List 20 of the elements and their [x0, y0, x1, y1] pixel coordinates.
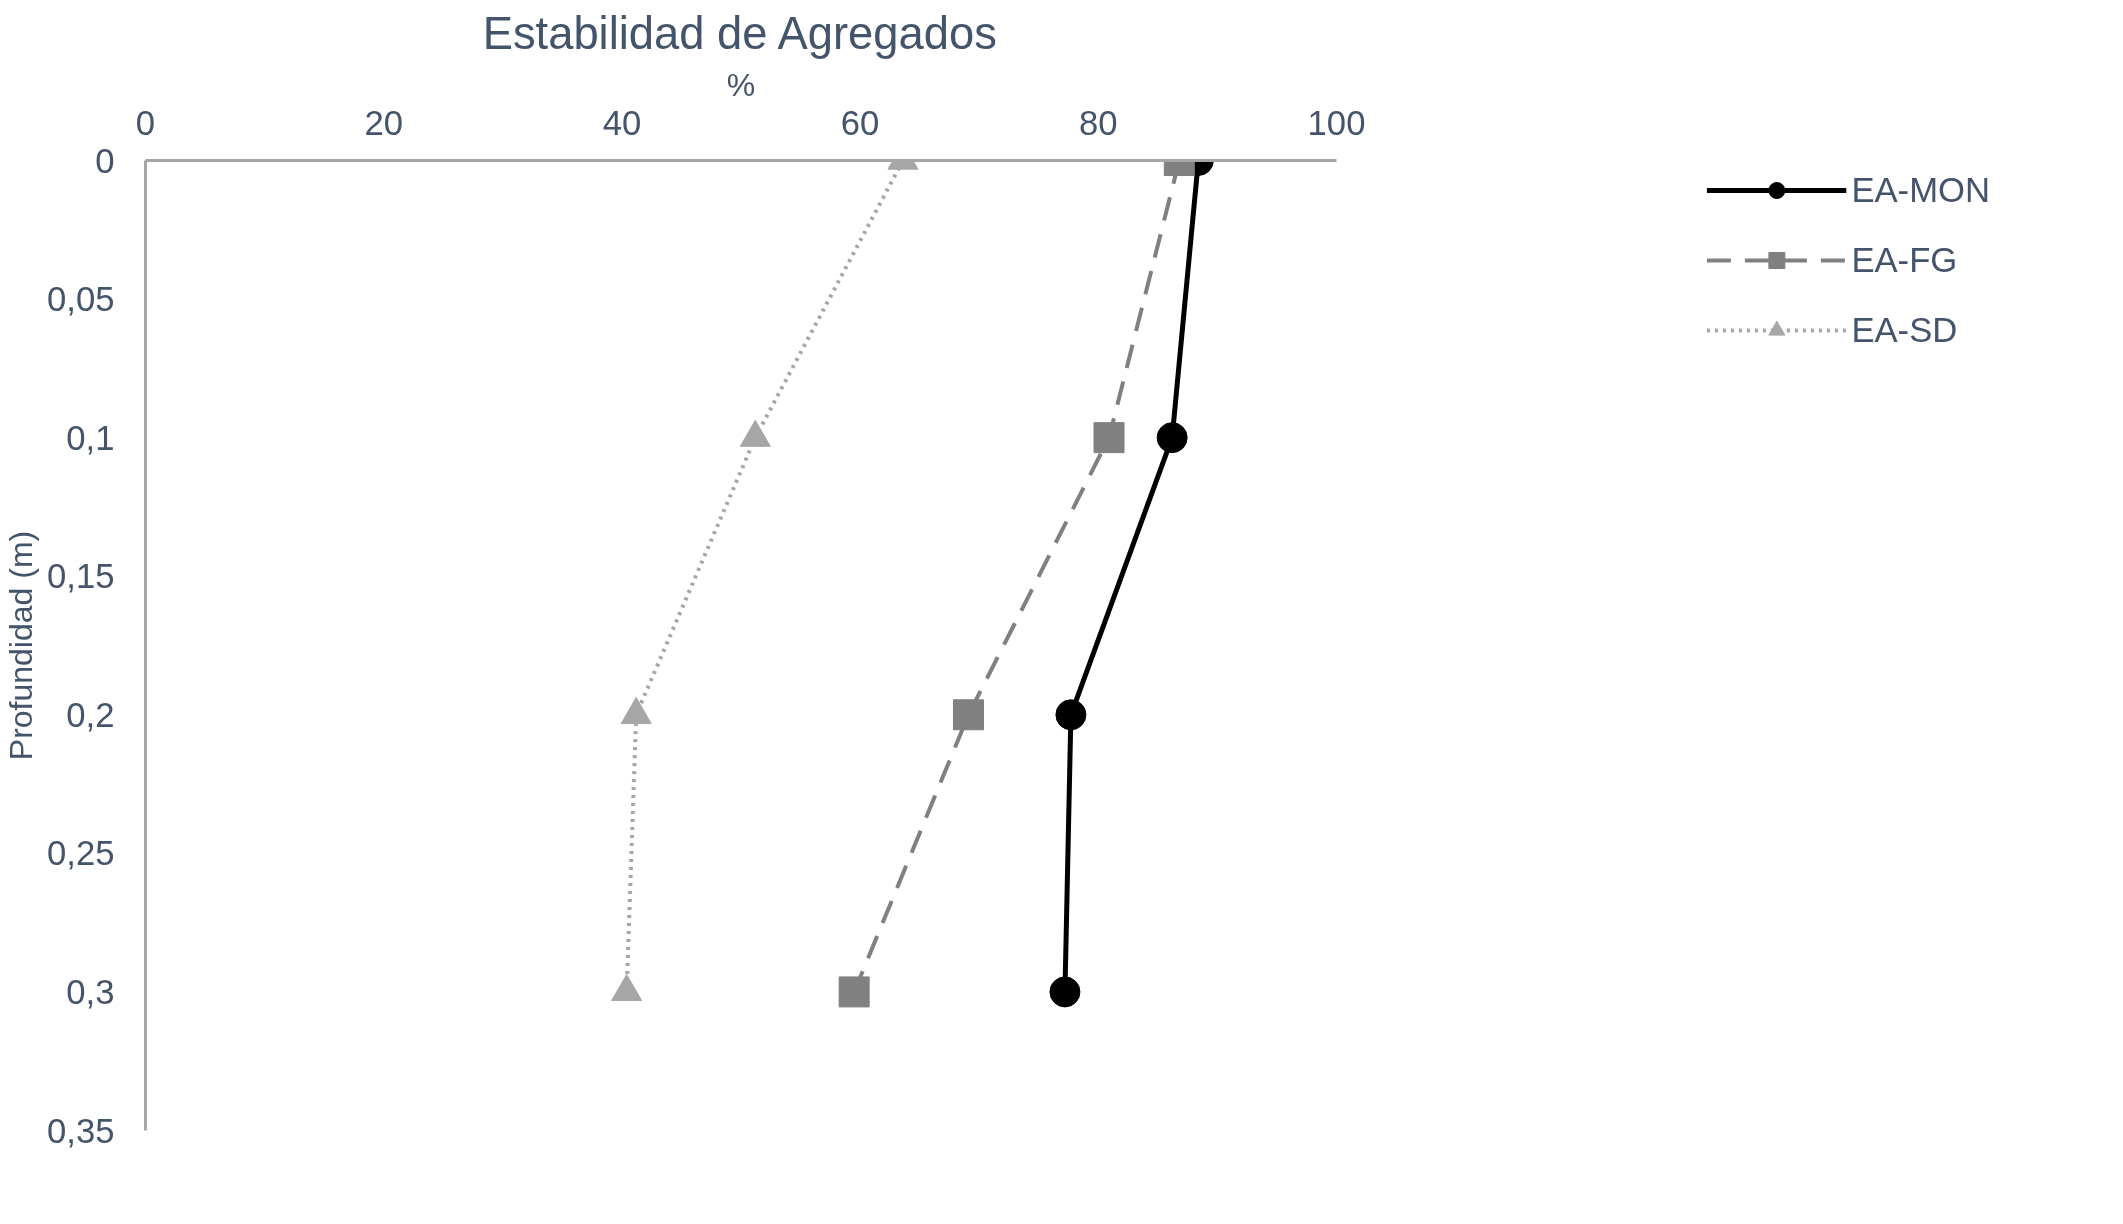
- x-tick-label: 40: [602, 103, 642, 142]
- y-tick-label: 0,3: [66, 972, 115, 1011]
- chart-title: Estabilidad de Agregados: [482, 7, 997, 59]
- y-tick-label: 0,35: [47, 1111, 115, 1150]
- y-tick-label: 0,1: [66, 418, 115, 457]
- legend-label: EA-MON: [1851, 170, 1990, 210]
- y-tick-label: 0,25: [47, 834, 115, 873]
- y-tick-label: 0,05: [47, 280, 115, 319]
- y-axis-title: Profundidad (m): [3, 530, 40, 761]
- x-tick-label: 100: [1307, 103, 1366, 142]
- y-tick-label: 0,15: [47, 557, 115, 596]
- x-tick-label: 0: [135, 103, 156, 142]
- y-tick-label: 0,2: [66, 695, 115, 734]
- x-tick-label: 80: [1079, 103, 1118, 142]
- y-tick-label: 0: [95, 141, 115, 180]
- legend-label: EA-SD: [1851, 310, 1958, 350]
- x-axis-title: %: [726, 66, 756, 103]
- legend-label: EA-FG: [1851, 240, 1958, 280]
- x-tick-label: 60: [840, 103, 880, 142]
- x-tick-label: 20: [364, 103, 403, 142]
